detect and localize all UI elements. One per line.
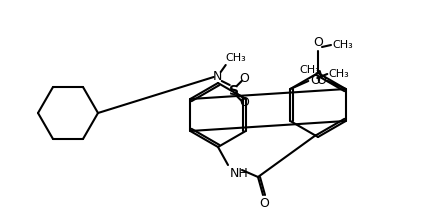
Text: S: S [229, 84, 239, 98]
Text: O: O [259, 197, 269, 210]
Text: CH₃: CH₃ [299, 65, 320, 75]
Text: O: O [239, 72, 249, 85]
Text: O: O [316, 74, 326, 87]
Text: N: N [213, 70, 222, 83]
Text: O: O [310, 74, 320, 87]
Text: O: O [239, 97, 249, 109]
Text: CH₃: CH₃ [226, 53, 246, 63]
Text: NH: NH [230, 167, 249, 180]
Text: CH₃: CH₃ [328, 69, 349, 79]
Text: O: O [313, 36, 323, 49]
Text: CH₃: CH₃ [332, 40, 353, 50]
